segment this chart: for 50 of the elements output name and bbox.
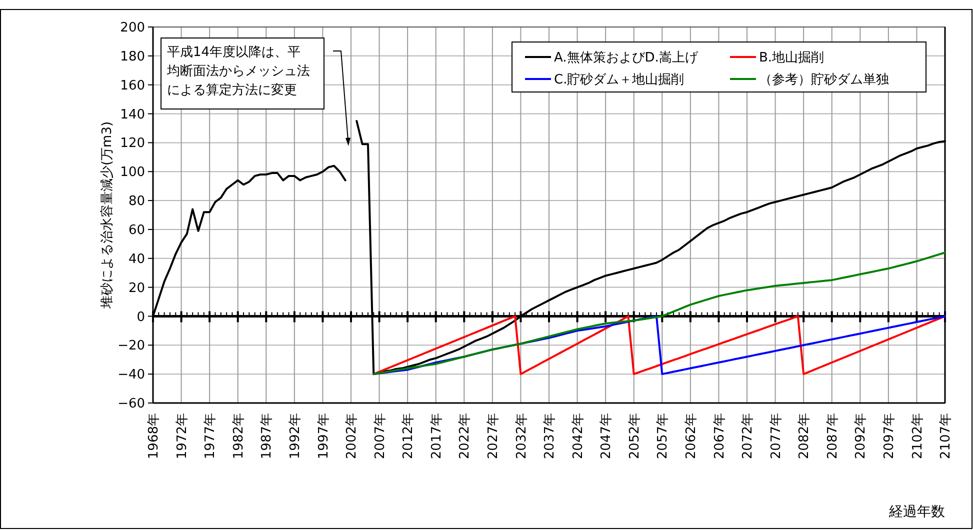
y-tick-label: 80: [128, 194, 145, 210]
y-tick-label: −60: [118, 396, 145, 412]
y-tick-label: 20: [128, 280, 145, 296]
y-tick-label: 200: [120, 20, 145, 36]
x-tick-label: 2012年: [401, 413, 416, 460]
x-tick-label: 1968年: [146, 413, 162, 460]
x-tick-label: 2107年: [938, 413, 954, 460]
x-tick-label: 1977年: [203, 413, 218, 460]
y-tick-label: −20: [118, 338, 145, 354]
x-tick-label: 2037年: [542, 413, 558, 460]
x-tick-label: 2007年: [372, 413, 388, 460]
x-tick-label: 2047年: [599, 413, 614, 460]
y-tick-label: 140: [120, 107, 145, 122]
x-tick-label: 2067年: [712, 413, 728, 460]
y-tick-label: 160: [120, 78, 145, 94]
y-tick-label: 40: [128, 252, 145, 267]
y-tick-label: 60: [128, 223, 145, 238]
x-tick-label: 2092年: [854, 413, 869, 460]
x-tick-label: 2022年: [458, 413, 473, 460]
y-tick-label: 0: [136, 310, 145, 325]
x-tick-label: 2062年: [684, 413, 699, 460]
legend-label: C.貯砂ダム＋地山掘削: [554, 72, 684, 88]
x-tick-label: 1997年: [316, 413, 332, 460]
x-tick-label: 1992年: [288, 413, 303, 460]
legend-label: （参考）貯砂ダム単独: [759, 72, 889, 88]
x-tick-label: 2072年: [740, 413, 756, 460]
x-tick-label: 2102年: [910, 413, 926, 460]
x-tick-label: 2087年: [825, 413, 840, 460]
y-tick-label: 100: [120, 165, 145, 180]
x-tick-label: 2097年: [882, 413, 897, 460]
x-tick-label: 2082年: [797, 413, 812, 460]
x-tick-label: 2042年: [570, 413, 586, 460]
x-tick-label: 1972年: [174, 413, 190, 460]
x-tick-label: 1987年: [260, 413, 275, 460]
x-axis-title: 経過年数: [888, 504, 945, 520]
y-axis-title: 堆砂による治水容量減少(万m3): [99, 121, 115, 310]
x-tick-label: 2057年: [656, 413, 671, 460]
y-tick-label: −40: [118, 368, 145, 383]
x-tick-label: 2027年: [486, 413, 501, 460]
x-tick-label: 2077年: [768, 413, 784, 460]
y-tick-label: 120: [120, 136, 145, 152]
legend-label: A.無体策およびD.嵩上げ: [554, 50, 699, 66]
x-tick-label: 2002年: [344, 413, 360, 460]
annotation: 平成14年度以降は、平均断面法からメッシュ法による算定方法に変更: [166, 44, 310, 98]
x-tick-label: 1982年: [231, 413, 246, 460]
x-tick-label: 2017年: [429, 413, 444, 460]
x-tick-label: 2052年: [627, 413, 642, 460]
x-tick-label: 2032年: [514, 413, 530, 460]
y-tick-label: 180: [120, 49, 145, 64]
legend-label: B.地山掘削: [759, 50, 824, 66]
